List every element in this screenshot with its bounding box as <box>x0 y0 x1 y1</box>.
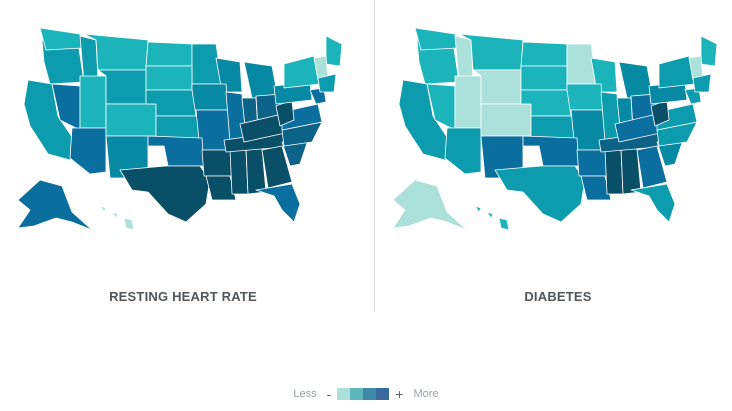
state-florida <box>255 183 301 223</box>
state-michigan <box>618 61 654 99</box>
state-hawaii <box>99 205 135 231</box>
state-north-dakota <box>145 41 193 67</box>
diabetes-title: DIABETES <box>524 289 592 304</box>
state-iowa <box>191 83 229 111</box>
legend: Less - + More <box>0 384 732 404</box>
state-hawaii <box>474 205 510 231</box>
state-mississippi <box>229 149 249 195</box>
state-alaska <box>17 179 93 231</box>
state-iowa <box>566 83 604 111</box>
legend-swatch-1 <box>337 388 351 400</box>
state-arizona <box>444 127 482 175</box>
state-utah <box>79 75 107 129</box>
state-texas <box>494 165 586 223</box>
state-new-england-south <box>317 73 337 93</box>
state-kansas <box>155 115 201 139</box>
state-new-england-south <box>692 73 712 93</box>
state-florida <box>630 183 676 223</box>
state-utah <box>454 75 482 129</box>
resting-heart-rate-map <box>17 27 343 231</box>
state-michigan <box>243 61 279 99</box>
state-georgia <box>261 145 293 189</box>
state-arkansas <box>576 149 608 177</box>
state-north-dakota <box>520 41 568 67</box>
state-mississippi <box>604 149 624 195</box>
state-washington <box>39 27 83 51</box>
panel-divider <box>374 0 375 312</box>
state-texas <box>119 165 211 223</box>
state-georgia <box>636 145 668 189</box>
state-washington <box>414 27 458 51</box>
diabetes-map <box>392 27 718 231</box>
resting-heart-rate-title: RESTING HEART RATE <box>109 289 257 304</box>
state-louisiana <box>205 175 237 201</box>
state-arizona <box>69 127 107 175</box>
state-kansas <box>530 115 576 139</box>
state-oklahoma <box>147 135 205 167</box>
state-arkansas <box>201 149 233 177</box>
legend-less-sign: - <box>326 386 332 402</box>
legend-swatch-2 <box>350 388 364 400</box>
state-wisconsin <box>590 57 618 93</box>
state-maine <box>700 35 718 67</box>
resting-heart-rate-panel: RESTING HEART RATE <box>0 0 366 330</box>
state-south-dakota <box>520 65 568 91</box>
state-alaska <box>392 179 468 231</box>
state-louisiana <box>580 175 612 201</box>
diabetes-panel: DIABETES <box>375 0 732 330</box>
legend-more-sign: + <box>395 386 404 402</box>
state-maine <box>325 35 343 67</box>
legend-less-label: Less <box>293 388 317 400</box>
legend-swatch-3 <box>363 388 377 400</box>
state-colorado <box>480 103 532 137</box>
state-colorado <box>105 103 157 137</box>
legend-swatch-4 <box>376 388 390 400</box>
state-oklahoma <box>522 135 580 167</box>
state-south-dakota <box>145 65 193 91</box>
legend-more-label: More <box>413 388 439 400</box>
legend-swatches <box>337 388 390 400</box>
state-wisconsin <box>215 57 243 93</box>
